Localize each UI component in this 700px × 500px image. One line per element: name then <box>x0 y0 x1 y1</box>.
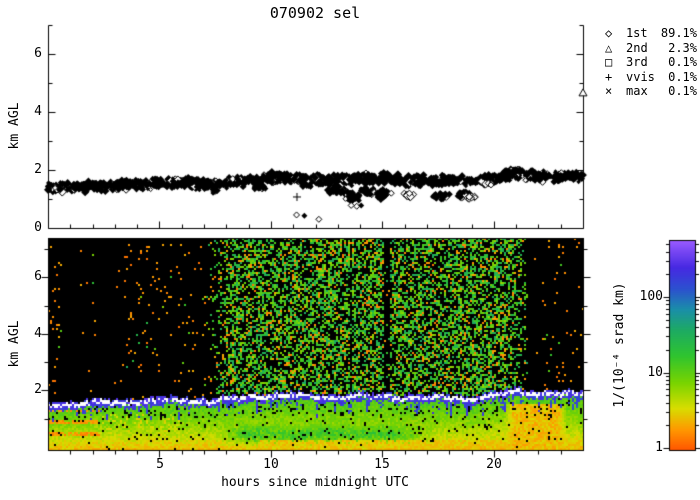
legend-pct: 0.1% <box>668 84 697 98</box>
colorbar-tick-10: 10 <box>647 365 663 380</box>
legend-label: 2nd <box>626 40 648 55</box>
x-axis-label: hours since midnight UTC <box>221 475 409 490</box>
legend-pct: 0.1% <box>668 55 697 69</box>
legend-item-2nd: △ 2nd 2.3% <box>600 41 697 56</box>
top-ytick-2: 2 <box>34 162 42 177</box>
colorbar-title: 1/(10⁻⁴ srad km) <box>612 282 627 408</box>
xtick-20: 20 <box>486 457 502 472</box>
xtick-5: 5 <box>156 457 164 472</box>
colorbar-tick-1: 1 <box>655 440 663 455</box>
colorbar-tick-100: 100 <box>639 289 663 304</box>
legend-item-vvis: + vvis 0.1% <box>600 70 697 85</box>
cross-icon: × <box>605 84 613 98</box>
legend-pct: 0.1% <box>668 69 697 84</box>
legend: ◇ 1st 89.1% △ 2nd 2.3% □ 3rd 0.1% + vvis… <box>600 26 697 99</box>
xtick-15: 15 <box>374 457 390 472</box>
bottom-ytick-6: 6 <box>34 269 42 284</box>
bottom-ytick-4: 4 <box>34 326 42 341</box>
top-ytick-6: 6 <box>34 46 42 61</box>
legend-label: 1st <box>625 26 648 40</box>
xtick-10: 10 <box>263 457 279 472</box>
top-ytick-4: 4 <box>34 104 42 119</box>
legend-label: 3rd <box>626 55 648 69</box>
top-ytick-0: 0 <box>34 220 42 235</box>
legend-label: vvis <box>626 69 655 84</box>
legend-pct: 89.1% <box>660 26 697 40</box>
open-triangle-icon: △ <box>605 40 613 55</box>
legend-item-max: × max 0.1% <box>600 84 697 99</box>
plus-icon: + <box>605 69 613 84</box>
bottom-ytick-2: 2 <box>34 382 42 397</box>
open-square-icon: □ <box>605 55 613 69</box>
open-diamond-icon: ◇ <box>605 26 613 40</box>
legend-label: max <box>626 84 648 98</box>
legend-item-1st: ◇ 1st 89.1% <box>600 26 697 41</box>
page-title: 070902 sel <box>269 4 361 22</box>
legend-item-3rd: □ 3rd 0.1% <box>600 55 697 70</box>
legend-pct: 2.3% <box>668 40 697 55</box>
